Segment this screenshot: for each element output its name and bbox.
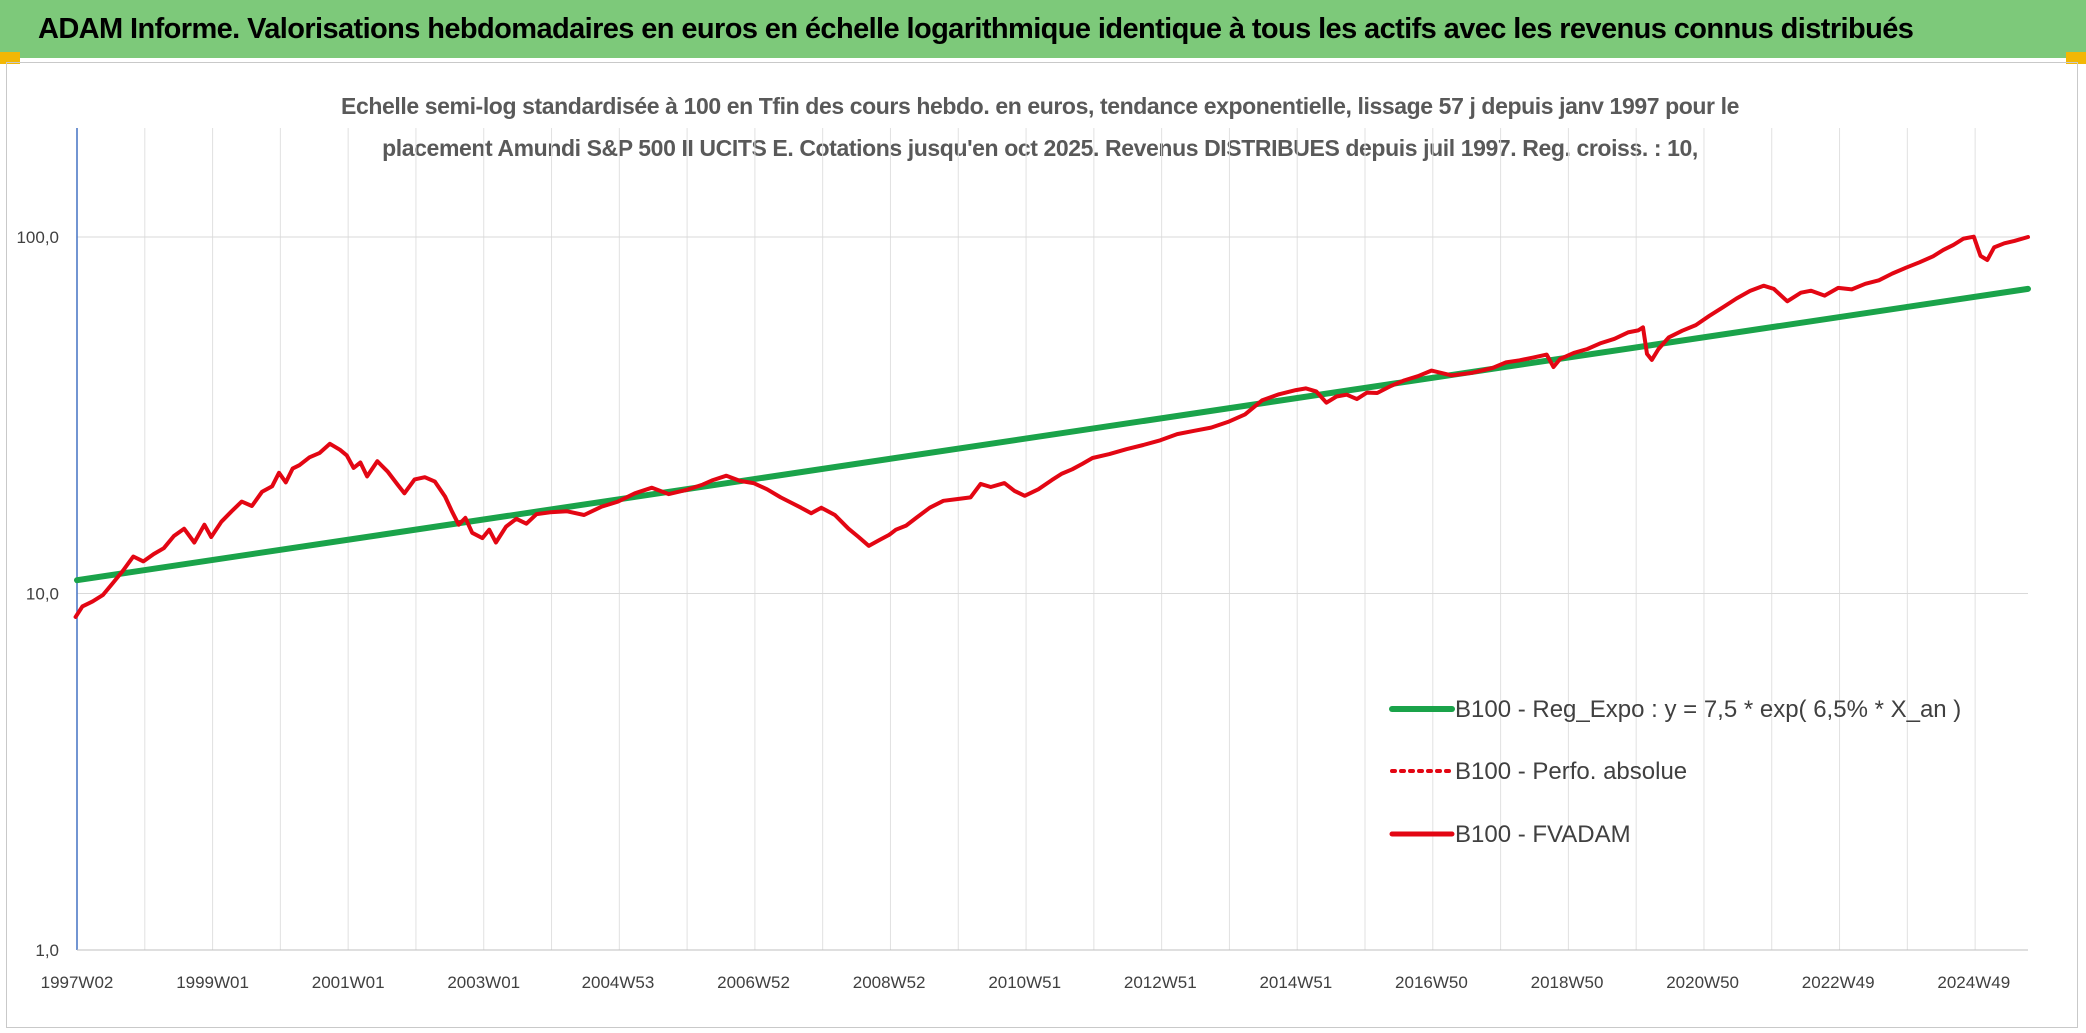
chart-title: Echelle semi-log standardisée à 100 en T… <box>60 85 2020 169</box>
x-tick-label: 1997W02 <box>41 973 114 992</box>
chart-frame <box>6 62 2078 1028</box>
x-tick-label: 2016W50 <box>1395 973 1468 992</box>
corner-accent-right <box>2066 52 2086 64</box>
x-tick-label: 2022W49 <box>1802 973 1875 992</box>
x-tick-label: 1999W01 <box>176 973 249 992</box>
chart-title-line-1: Echelle semi-log standardisée à 100 en T… <box>341 93 1739 119</box>
report-header: ADAM Informe. Valorisations hebdomadaire… <box>0 0 2086 58</box>
report-title: ADAM Informe. Valorisations hebdomadaire… <box>38 12 1914 45</box>
trend-line <box>74 285 2031 584</box>
y-tick-label: 100,0 <box>16 228 59 247</box>
chart-title-line-2: placement Amundi S&P 500 II UCITS E. Cot… <box>382 135 1698 161</box>
x-tick-label: 2018W50 <box>1531 973 1604 992</box>
x-tick-label: 2014W51 <box>1259 973 1332 992</box>
x-tick-label: 2020W50 <box>1666 973 1739 992</box>
x-tick-label: 2001W01 <box>312 973 385 992</box>
legend-label: B100 - FVADAM <box>1455 821 1631 848</box>
x-tick-label: 2006W52 <box>717 973 790 992</box>
x-tick-label: 2010W51 <box>988 973 1061 992</box>
x-tick-label: 2024W49 <box>1937 973 2010 992</box>
x-tick-label: 2003W01 <box>447 973 520 992</box>
x-tick-label: 2012W51 <box>1124 973 1197 992</box>
legend-label: B100 - Reg_Expo : y = 7,5 * exp( 6,5% * … <box>1455 696 1961 723</box>
x-tick-label: 2004W53 <box>582 973 655 992</box>
axes: 1,0 10,0 100,0 1997W02 1999W01 2001W01 2003W01… <box>16 128 2028 992</box>
x-tick-label: 2008W52 <box>853 973 926 992</box>
y-tick-label: 10,0 <box>26 585 59 604</box>
fvadam-line <box>73 234 2030 619</box>
series <box>73 234 2031 619</box>
y-tick-label: 1,0 <box>35 941 59 960</box>
legend: B100 - Reg_Expo : y = 7,5 * exp( 6,5% * … <box>1389 696 1961 848</box>
legend-label: B100 - Perfo. absolue <box>1455 758 1687 785</box>
corner-accent-left <box>0 52 20 64</box>
